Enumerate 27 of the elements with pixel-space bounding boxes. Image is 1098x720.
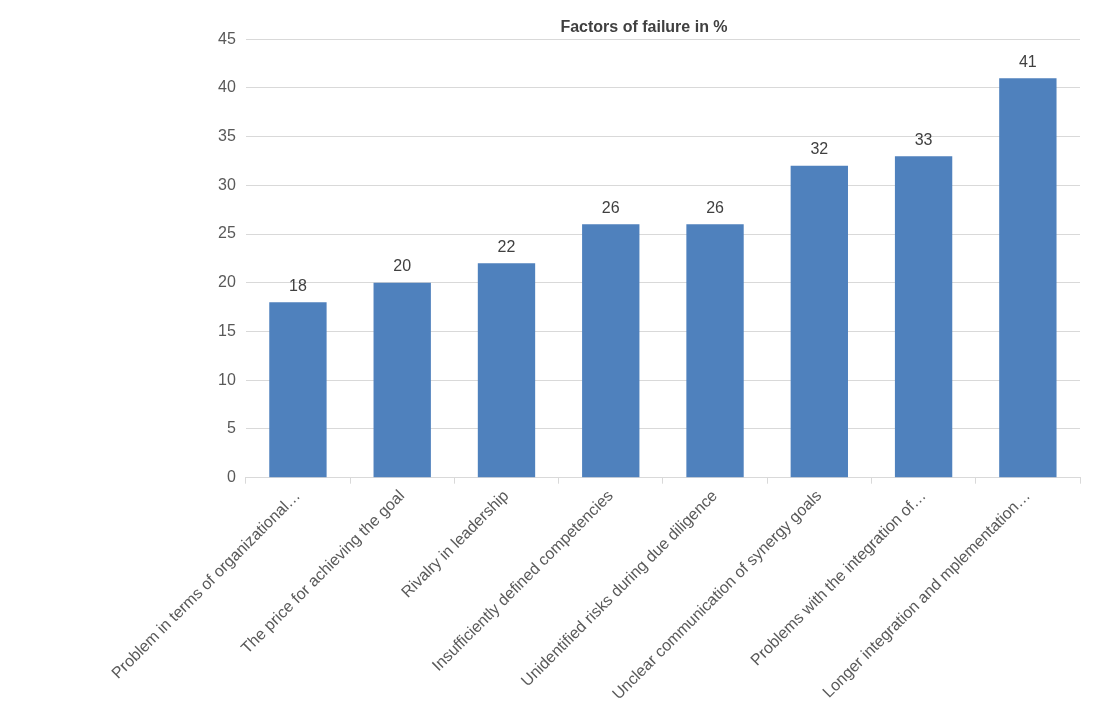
data-label: 20	[393, 257, 412, 275]
y-tick-label: 20	[218, 273, 236, 291]
y-tick-label: 5	[226, 419, 236, 437]
bar	[477, 263, 536, 478]
data-label: 18	[289, 276, 307, 294]
y-tick-label: 0	[226, 468, 236, 486]
y-tick-label: 10	[218, 370, 236, 388]
bar	[894, 156, 953, 478]
bar	[582, 224, 640, 478]
data-label: 22	[497, 237, 516, 255]
y-tick-label: 35	[218, 127, 236, 145]
y-tick-label: 30	[218, 175, 236, 193]
bar	[790, 165, 848, 478]
y-tick-label: 40	[218, 78, 236, 96]
data-label: 32	[810, 140, 829, 158]
bar	[269, 302, 327, 478]
data-label: 26	[706, 198, 725, 216]
chart-title: Factors of failure in %	[560, 18, 728, 36]
bar	[686, 224, 744, 478]
data-label: 26	[601, 198, 620, 216]
data-label: 41	[1018, 52, 1037, 70]
bar	[999, 78, 1057, 478]
y-tick-label: 45	[218, 29, 236, 47]
data-label: 33	[914, 130, 933, 148]
y-tick-label: 15	[218, 321, 236, 339]
y-tick-label: 25	[218, 224, 236, 242]
bar	[373, 282, 431, 478]
